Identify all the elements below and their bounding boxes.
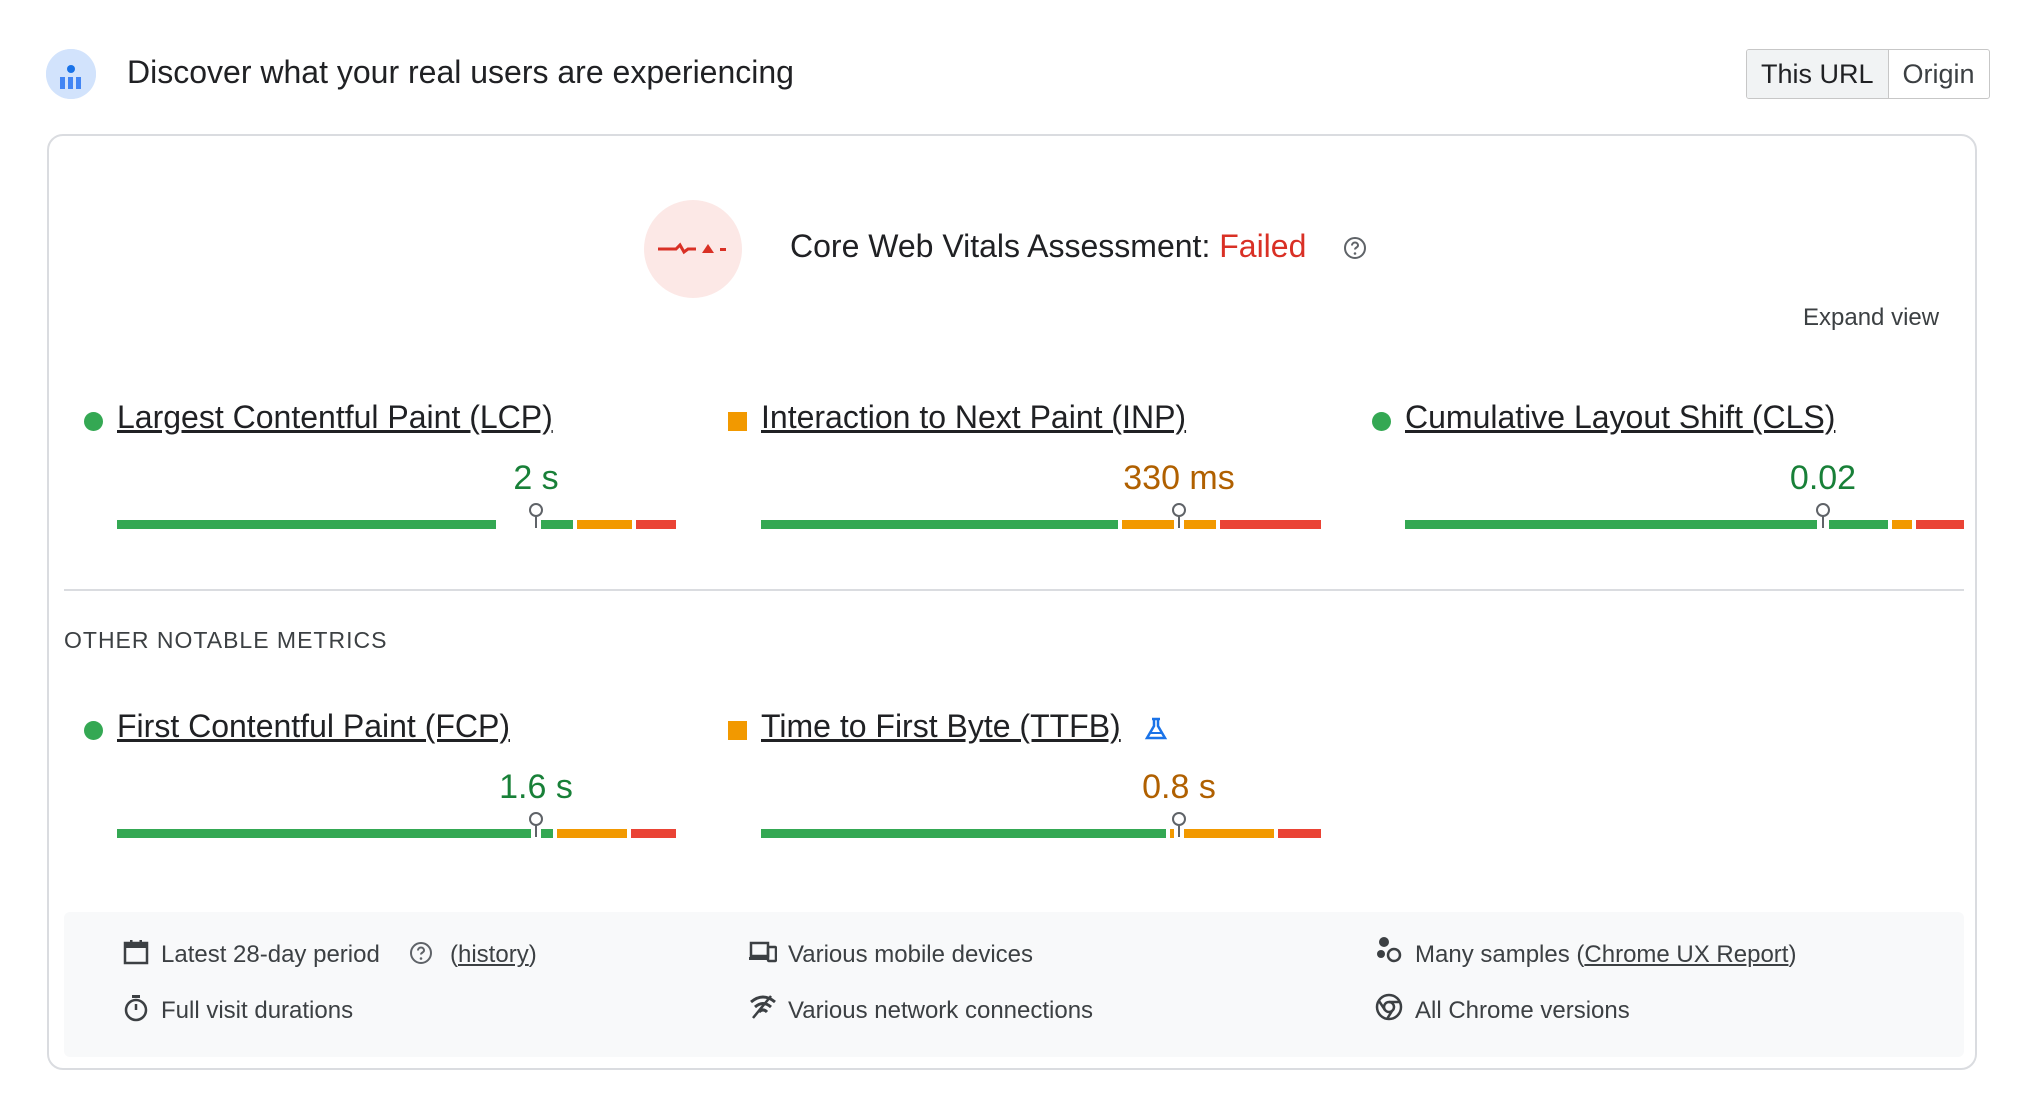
network-text: Various network connections [788, 997, 1094, 1024]
distribution-needs-improvement-segment [1892, 520, 1912, 529]
samples-prefix: Many samples ( [1415, 941, 1585, 968]
url-origin-toggle[interactable]: This URL Origin [1746, 49, 1990, 99]
period-text: Latest 28-day period [161, 941, 380, 968]
assessment-label: Core Web Vitals Assessment: [790, 228, 1211, 264]
page-title: Discover what your real users are experi… [127, 54, 794, 90]
other-metrics-heading: OTHER NOTABLE METRICS [64, 627, 388, 653]
metric-name-link[interactable]: Time to First Byte (TTFB) [761, 708, 1121, 744]
distribution-needs-improvement-segment [1122, 520, 1174, 529]
p75-marker [1178, 510, 1180, 528]
network-icon [749, 992, 777, 1020]
metric-name-link[interactable]: Largest Contentful Paint (LCP) [117, 399, 553, 435]
flask-icon [1143, 716, 1169, 747]
origin-option[interactable]: Origin [1902, 59, 1975, 89]
distribution-good-segment [541, 520, 573, 529]
chrome-ux-report-link[interactable]: Chrome UX Report [1584, 941, 1789, 968]
metric-value: 0.8 s [1142, 768, 1216, 806]
distribution-poor-segment [631, 829, 676, 838]
metric-name-link[interactable]: Cumulative Layout Shift (CLS) [1405, 399, 1836, 435]
samples-icon [1375, 935, 1403, 963]
p75-marker-head [1816, 503, 1830, 517]
metric-value: 2 s [513, 459, 559, 497]
distribution-needs-improvement-segment [1170, 829, 1174, 838]
history-link-wrap: (history) [450, 941, 537, 968]
distribution-good-segment [541, 829, 553, 838]
distribution-good-segment [1405, 520, 1817, 529]
expand-view-link[interactable]: Expand view [1803, 304, 1940, 331]
distribution-poor-segment [1220, 520, 1321, 529]
this-url-option[interactable]: This URL [1747, 50, 1889, 98]
distribution-poor-segment [1278, 829, 1321, 838]
devices-text: Various mobile devices [788, 941, 1034, 968]
p75-marker [1822, 510, 1824, 528]
distribution-good-segment [761, 829, 1166, 838]
metric-value: 1.6 s [499, 768, 573, 806]
distribution-good-segment [117, 520, 496, 529]
metric-name-link[interactable]: First Contentful Paint (FCP) [117, 708, 510, 744]
p75-marker [535, 819, 537, 837]
assessment-failed-icon [644, 200, 742, 298]
chrome-icon [1375, 993, 1403, 1021]
good-status-icon [84, 721, 103, 740]
calendar-icon [122, 938, 150, 966]
needs-improvement-status-icon [728, 412, 747, 431]
metric-value: 0.02 [1789, 459, 1857, 497]
p75-marker [535, 510, 537, 528]
distribution-good-segment [761, 520, 1118, 529]
distribution-needs-improvement-segment [1184, 520, 1216, 529]
devices-icon [749, 938, 778, 966]
assessment-heading: Core Web Vitals Assessment: Failed [790, 228, 1306, 265]
period-help-icon[interactable] [409, 941, 433, 965]
assessment-status: Failed [1219, 228, 1307, 264]
samples-suffix: ) [1788, 941, 1797, 968]
p75-marker-head [1172, 812, 1186, 826]
metric-name-link[interactable]: Interaction to Next Paint (INP) [761, 399, 1187, 435]
versions-text: All Chrome versions [1415, 997, 1630, 1024]
divider [64, 589, 1964, 591]
good-status-icon [84, 412, 103, 431]
metric-value: 330 ms [1123, 459, 1235, 497]
good-status-icon [1372, 412, 1391, 431]
p75-marker-head [1172, 503, 1186, 517]
needs-improvement-status-icon [728, 721, 747, 740]
p75-marker-head [529, 503, 543, 517]
help-icon[interactable] [1343, 236, 1367, 260]
distribution-poor-segment [1916, 520, 1964, 529]
distribution-needs-improvement-segment [1184, 829, 1274, 838]
field-data-card [47, 134, 1977, 1070]
distribution-needs-improvement-segment [557, 829, 627, 838]
distribution-poor-segment [636, 520, 676, 529]
p75-marker-head [529, 812, 543, 826]
crux-logo-icon [46, 49, 96, 99]
samples-text: Many samples (Chrome UX Report) [1415, 941, 1796, 969]
durations-text: Full visit durations [161, 997, 354, 1024]
distribution-needs-improvement-segment [577, 520, 632, 529]
distribution-good-segment [1829, 520, 1888, 529]
distribution-good-segment [117, 829, 531, 838]
history-link[interactable]: history [458, 941, 529, 968]
data-info-footer [64, 912, 1964, 1057]
p75-marker [1178, 819, 1180, 837]
timer-icon [122, 994, 150, 1022]
